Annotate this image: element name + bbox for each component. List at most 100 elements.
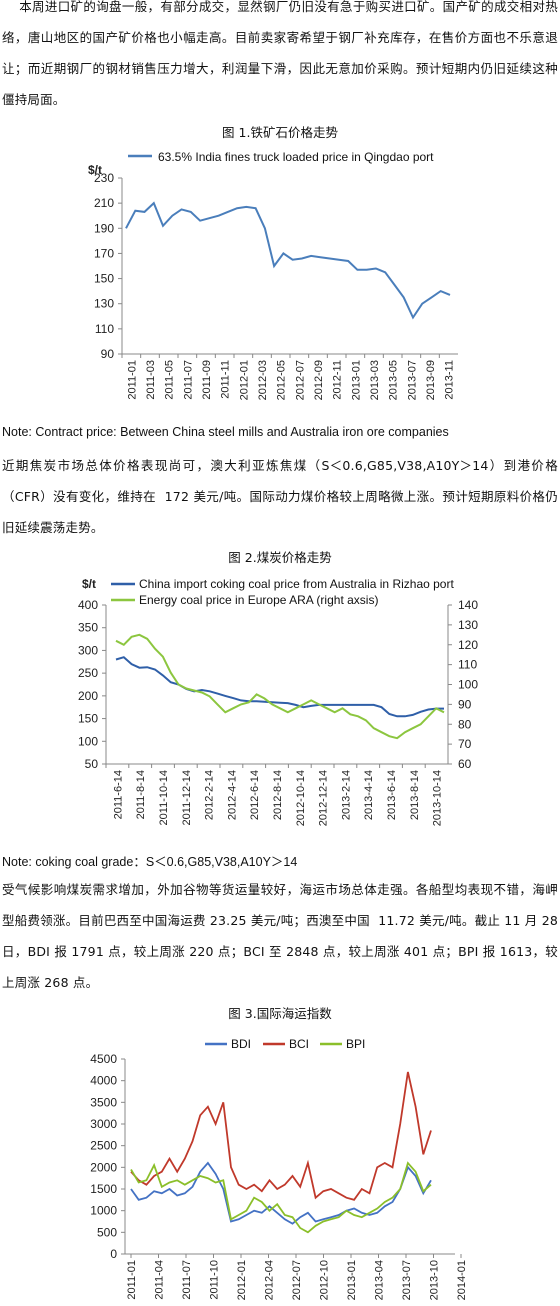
x-tick-label: 2013-01 [346,1260,358,1300]
x-tick-label: 2013-10 [429,1260,441,1300]
x-tick-label: 2011-12-14 [181,770,193,825]
y-tick-label: 170 [94,246,114,260]
series-line-iron-ore [125,201,451,320]
x-tick-label: 2011-8-14 [135,770,147,819]
x-tick-label: 2013-05 [388,360,400,400]
legend-label: BCI [289,1037,309,1051]
y-tick-label: 100 [78,734,98,748]
y-tick-label: 200 [78,689,98,703]
note-contract-price: Note: Contract price: Between China stee… [2,425,449,439]
y2-tick-label: 100 [458,678,478,692]
coal-price-chart: 50 100 150 200 250 300 350 400 60 70 80 90 100 110 120… [78,577,478,826]
shipping-index-chart: 0 500 1000 1500 2000 2500 3000 3500 4000 4500 2011… [90,1037,468,1300]
y-tick-label: 110 [95,322,114,336]
figure-2-caption: 图 2.煤炭价格走势 [228,550,332,565]
series-line-bci [130,1071,432,1201]
x-tick-label: 2012-01 [238,360,250,400]
x-tick-label: 2012-10 [319,1260,331,1300]
x-tick-label: 2011-09 [201,360,213,400]
y2-tick-label: 130 [458,618,478,632]
y2-tick-label: 60 [458,757,472,771]
x-tick-label: 2012-12-14 [318,770,330,826]
x-tick-label: 2013-8-14 [409,770,421,820]
x-tick-label: 2011-03 [145,360,157,400]
note-coking-coal-grade: Note: coking coal grade：S＜0.6,G85,V38,A1… [2,855,298,869]
x-tick-label: 2011-07 [182,360,194,400]
x-tick-label: 2013-07 [406,360,418,400]
y-tick-label: 150 [78,712,98,726]
x-tick-label: 2012-01 [236,1260,248,1300]
y-tick-label: 3000 [90,1117,117,1131]
y-tick-label: 3500 [90,1095,117,1109]
x-tick-label: 2013-4-14 [363,770,375,820]
x-tick-label: 2013-11 [444,360,456,400]
y-tick-label: 4500 [90,1052,117,1066]
paragraph-coal: 近期焦炭市场总体价格表现尚可，澳大利亚炼焦煤（S＜0.6,G85,V38,A10… [2,458,558,535]
x-tick-label: 2013-6-14 [386,770,398,820]
y-axis-label: $/t [88,163,102,177]
y-tick-label: 2000 [90,1160,117,1174]
x-tick-label: 2012-03 [257,360,269,400]
x-tick-label: 2012-2-14 [204,770,216,820]
series-line-coking-coal [115,656,444,718]
y2-tick-label: 120 [458,638,478,652]
legend-label: BDI [231,1037,251,1051]
y-tick-label: 50 [85,757,99,771]
y-tick-label: 1000 [90,1204,117,1218]
x-tick-label: 2014-01 [456,1260,468,1300]
x-tick-label: 2013-09 [425,360,437,400]
x-tick-label: 2012-07 [294,360,306,400]
iron-ore-price-chart: 90 110 130 150 170 190 210 230$/t 2011-01 2011-03… [88,150,458,400]
x-tick-label: 2011-10 [209,1260,221,1300]
x-tick-label: 2011-10-14 [158,770,170,825]
x-tick-label: 2011-11 [220,360,232,399]
y-tick-label: 0 [110,1247,117,1261]
y-tick-label: 1500 [90,1182,117,1196]
legend-label: 63.5% India fines truck loaded price in … [158,150,434,164]
y-tick-label: 400 [78,598,98,612]
y2-tick-label: 70 [458,737,472,751]
paragraph-iron-ore: 本周进口矿的询盘一般，有部分成交，显然钢厂仍旧没有急于购买进口矿。国产矿的成交相… [2,0,558,107]
y-tick-label: 350 [78,621,98,635]
series-line-bdi [130,1161,432,1225]
x-tick-label: 2012-09 [313,360,325,400]
y-axis-label: $/t [82,577,96,591]
y-tick-label: 250 [78,666,98,680]
x-tick-label: 2011-05 [164,360,176,400]
x-tick-label: 2012-10-14 [295,770,307,826]
y-tick-label: 230 [94,171,114,185]
x-tick-label: 2012-05 [276,360,288,400]
paragraph-shipping: 受气候影响煤炭需求增加，外加谷物等货运量较好，海运市场总体走强。各船型均表现不错… [2,882,558,990]
figure-1-caption: 图 1.铁矿石价格走势 [222,125,338,140]
legend-label: China import coking coal price from Aust… [139,577,454,591]
x-tick-label: 2012-8-14 [272,770,284,820]
legend-label: Energy coal price in Europe ARA (right a… [139,593,378,607]
x-tick-label: 2012-4-14 [226,770,238,820]
x-tick-label: 2012-6-14 [249,770,261,820]
y2-tick-label: 90 [458,697,472,711]
x-tick-label: 2011-07 [181,1260,193,1300]
x-tick-label: 2013-07 [401,1260,413,1300]
x-tick-label: 2013-04 [374,1260,386,1300]
y2-tick-label: 110 [458,658,477,672]
y-tick-label: 500 [97,1225,117,1239]
y-tick-label: 2500 [90,1139,117,1153]
y-tick-label: 190 [94,221,114,235]
y-tick-label: 150 [94,272,114,286]
x-tick-label: 2013-03 [369,360,381,400]
series-line-bpi [130,1161,432,1234]
y-tick-label: 300 [78,643,98,657]
y2-tick-label: 80 [458,717,472,731]
x-tick-label: 2012-11 [332,360,344,400]
x-tick-label: 2013-01 [350,360,362,400]
x-tick-label: 2011-04 [154,1260,166,1300]
legend-label: BPI [346,1037,365,1051]
y-tick-label: 90 [101,347,115,361]
x-tick-label: 2012-07 [291,1260,303,1300]
y-tick-label: 210 [94,196,114,210]
x-tick-label: 2011-01 [126,1260,138,1300]
y2-tick-label: 140 [458,598,478,612]
x-tick-label: 2011-6-14 [112,770,124,819]
x-tick-label: 2013-10-14 [432,770,444,826]
x-tick-label: 2013-2-14 [340,770,352,820]
